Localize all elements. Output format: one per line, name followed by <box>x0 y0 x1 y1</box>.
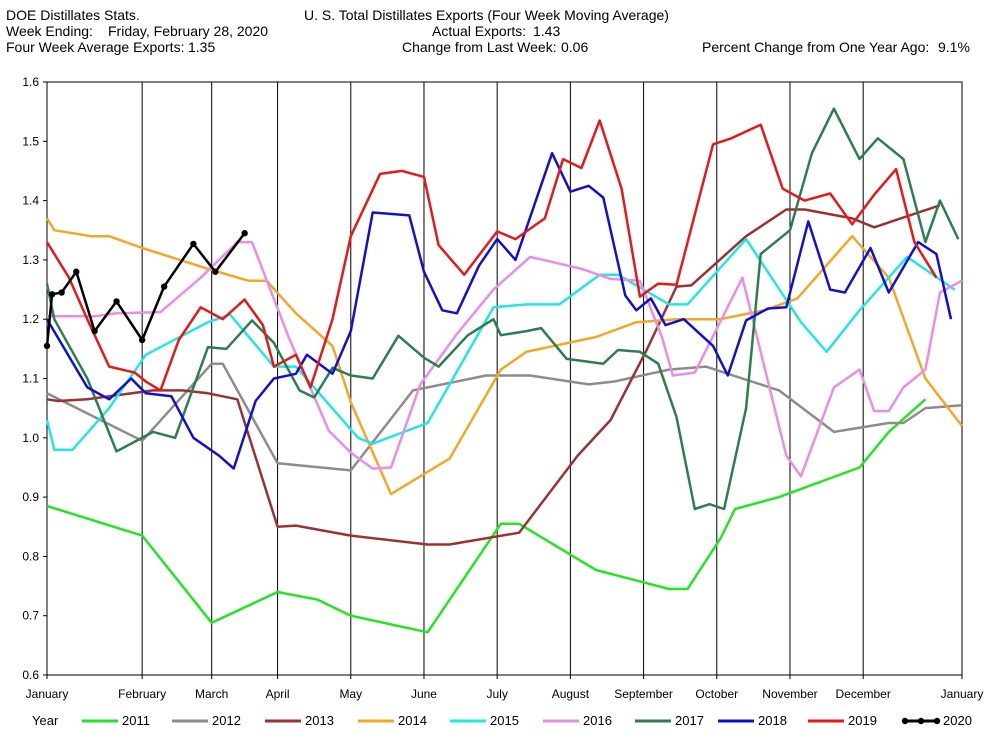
x-tick-label: January <box>26 687 69 701</box>
data-point-2020 <box>91 327 98 335</box>
x-axis: January February March April May June July Augu… <box>26 675 984 701</box>
x-tick-label: June <box>411 687 437 701</box>
legend-label-2016: 2016 <box>583 713 612 728</box>
x-tick-label: March <box>195 687 228 701</box>
percent-change-value: 9.1% <box>938 39 970 55</box>
y-tick-label: 0.6 <box>22 668 39 682</box>
legend-label-2018: 2018 <box>758 713 787 728</box>
x-tick-label: February <box>118 687 166 701</box>
y-tick-label: 0.9 <box>22 490 39 504</box>
legend-label-2017: 2017 <box>675 713 704 728</box>
data-point-2020 <box>73 268 80 275</box>
legend-marker-2020 <box>917 717 925 725</box>
percent-change-label: Percent Change from One Year Ago: <box>702 39 930 55</box>
legend-label-2013: 2013 <box>305 713 334 728</box>
plot-frame <box>46 81 963 676</box>
data-point-2020 <box>113 298 120 305</box>
series-line-2015 <box>45 237 956 451</box>
legend-label-2012: 2012 <box>212 713 241 728</box>
week-ending-value: Friday, February 28, 2020 <box>108 23 269 39</box>
series-line-2019 <box>45 119 938 392</box>
y-tick-label: 1.2 <box>22 312 39 326</box>
x-tick-label: September <box>614 687 673 701</box>
change-from-last-week-label: Change from Last Week: <box>402 39 557 55</box>
legend-label-2011: 2011 <box>122 713 150 728</box>
data-point-2020 <box>138 336 146 344</box>
x-tick-label: April <box>266 687 290 701</box>
y-axis: 0.6 0.7 0.8 0.9 1.0 1.1 1.2 1.3 1.4 1.5 1.6 <box>22 75 47 682</box>
data-point-2020 <box>48 291 56 298</box>
x-tick-label: May <box>339 687 362 701</box>
x-tick-label: January <box>941 687 984 701</box>
data-point-2020 <box>241 230 248 237</box>
week-ending-label: Week Ending: <box>6 23 93 39</box>
chart-title: U. S. Total Distillates Exports (Four We… <box>304 7 669 23</box>
legend-label-2020: 2020 <box>943 713 972 728</box>
x-tick-label: August <box>552 687 590 701</box>
legend-label-2014: 2014 <box>398 713 427 728</box>
y-tick-label: 1.0 <box>22 431 39 445</box>
series-line-2016 <box>47 240 963 478</box>
legend-marker-2020 <box>933 717 941 725</box>
series-line-2018 <box>45 151 953 470</box>
data-point-2020 <box>160 283 168 290</box>
x-tick-label: October <box>695 687 738 701</box>
legend-label-2015: 2015 <box>490 713 519 728</box>
y-tick-label: 1.4 <box>22 194 39 208</box>
data-point-2020 <box>212 268 219 275</box>
y-tick-label: 1.6 <box>22 75 39 89</box>
legend: Year 2011 2012 2013 2014 2015 2016 2017 2018 2019… <box>32 713 972 728</box>
y-tick-label: 1.5 <box>22 134 39 148</box>
data-point-2020 <box>58 289 65 296</box>
actual-exports-value: 1.43 <box>533 23 561 39</box>
actual-exports-label: Actual Exports: <box>432 23 527 39</box>
four-week-average-value: 1.35 <box>188 39 216 55</box>
series-lines <box>43 107 963 634</box>
series-line-2014 <box>45 217 963 496</box>
header-title-left: DOE Distillates Stats. <box>6 7 140 23</box>
series-line-2011 <box>46 398 927 634</box>
legend-title: Year <box>32 713 59 728</box>
grid-lines <box>141 82 864 675</box>
series-line-2013 <box>46 204 941 546</box>
four-week-average-label: Four Week Average Exports: <box>6 39 185 55</box>
data-point-2020 <box>190 240 197 248</box>
x-tick-label: December <box>836 687 891 701</box>
series-line-2012 <box>46 362 963 472</box>
series-line-2017 <box>45 107 960 511</box>
change-from-last-week-value: 0.06 <box>561 39 589 55</box>
legend-label-2019: 2019 <box>848 713 877 728</box>
y-tick-label: 0.8 <box>22 549 39 563</box>
data-point-2020 <box>43 342 51 350</box>
legend-marker-2020 <box>901 717 909 725</box>
y-tick-label: 1.3 <box>22 253 39 267</box>
x-tick-label: July <box>487 687 508 701</box>
y-tick-label: 1.1 <box>22 372 39 386</box>
y-tick-label: 0.7 <box>22 609 39 623</box>
x-tick-label: November <box>762 687 817 701</box>
